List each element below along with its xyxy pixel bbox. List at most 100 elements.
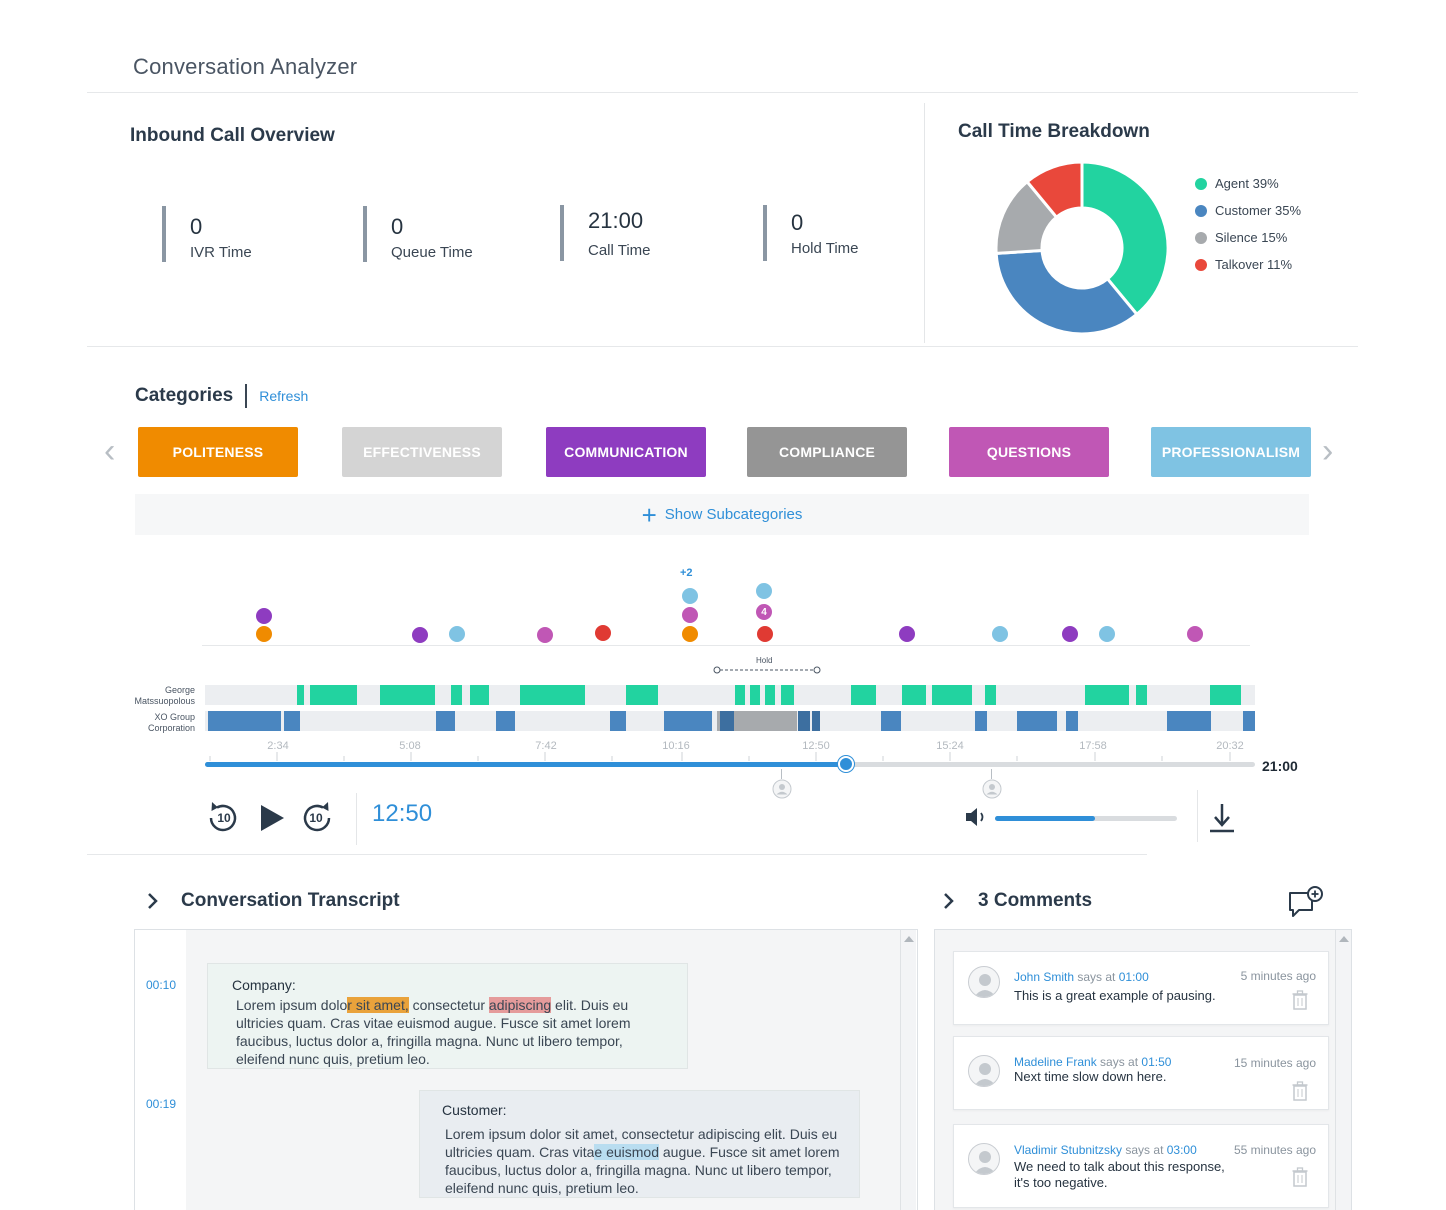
customer-track[interactable] xyxy=(205,711,1255,731)
progress-track[interactable] xyxy=(205,762,1255,767)
refresh-link[interactable]: Refresh xyxy=(259,388,309,404)
transcript-timestamp[interactable]: 00:10 xyxy=(146,978,177,992)
marker-baseline xyxy=(202,645,1250,646)
forward-10-button[interactable]: 10 xyxy=(297,798,337,838)
comment-timestamp-link[interactable]: 01:00 xyxy=(1118,970,1149,984)
download-button[interactable] xyxy=(1208,802,1236,834)
speech-segment xyxy=(798,711,810,731)
tick-label: 5:08 xyxy=(399,740,421,752)
stat-hold: 0 Hold Time xyxy=(763,205,859,261)
legend-agent: Agent 39% xyxy=(1195,176,1279,191)
categories-next-arrow[interactable]: › xyxy=(1322,432,1334,470)
marker-communication[interactable] xyxy=(256,608,272,624)
comment-timestamp-link[interactable]: 01:50 xyxy=(1141,1055,1172,1069)
delete-comment-button[interactable] xyxy=(1292,990,1308,1015)
marker-communication[interactable] xyxy=(1062,626,1078,642)
comment-card[interactable]: Madeline Frank says at 01:50 15 minutes … xyxy=(953,1036,1329,1110)
comment-marker-avatar-icon[interactable] xyxy=(982,779,1002,799)
speech-segment xyxy=(470,685,489,705)
legend-name: Talkover xyxy=(1215,257,1264,272)
comments-scrollbar[interactable] xyxy=(1335,930,1351,1210)
marker-questions[interactable] xyxy=(682,607,698,623)
tick-label: 10:16 xyxy=(662,740,690,752)
speech-segment xyxy=(1210,685,1241,705)
category-professionalism[interactable]: PROFESSIONALISM xyxy=(1151,427,1311,477)
speech-segment xyxy=(720,711,734,731)
highlight-politeness[interactable]: r sit amet, xyxy=(347,997,409,1013)
legend-name: Agent xyxy=(1215,176,1249,191)
comment-timestamp-link[interactable]: 03:00 xyxy=(1166,1143,1197,1157)
delete-comment-button[interactable] xyxy=(1292,1081,1308,1106)
comment-card[interactable]: John Smith says at 01:00 5 minutes ago T… xyxy=(953,951,1329,1025)
track-label-agent: George Matssuopolous xyxy=(134,685,195,706)
comment-card[interactable]: Vladimir Stubnitzsky says at 03:00 55 mi… xyxy=(953,1124,1329,1208)
legend-pct: 35% xyxy=(1274,203,1302,218)
marker-professionalism[interactable] xyxy=(449,626,465,642)
comment-marker-avatar-icon[interactable] xyxy=(772,779,792,799)
rewind-10-button[interactable]: 10 xyxy=(203,798,243,838)
marker-talkover[interactable] xyxy=(595,625,611,641)
marker-politeness[interactable] xyxy=(256,626,272,642)
show-subcategories-label: Show Subcategories xyxy=(664,506,803,523)
hold-label: Hold xyxy=(756,656,773,665)
speech-segment xyxy=(902,685,926,705)
volume-button[interactable] xyxy=(964,806,992,828)
categories-prev-arrow[interactable]: ‹ xyxy=(104,432,116,470)
transcript-scrollbar[interactable] xyxy=(900,930,916,1210)
text-run: Lorem ipsum dolor sit amet, consectetur … xyxy=(445,1126,838,1160)
highlight-talkover[interactable]: adipiscing xyxy=(488,997,552,1013)
scroll-up-icon[interactable] xyxy=(901,932,917,946)
marker-talkover[interactable] xyxy=(757,626,773,642)
comment-age: 15 minutes ago xyxy=(1233,1056,1316,1070)
progress-fill xyxy=(205,762,846,767)
donut-slice-talkover xyxy=(1025,160,1084,220)
legend-dot xyxy=(1195,231,1207,244)
comment-meta: John Smith says at 01:00 xyxy=(1014,970,1149,984)
add-comment-button[interactable] xyxy=(1287,884,1325,920)
marker-questions[interactable] xyxy=(537,627,553,643)
tick-label: 17:58 xyxy=(1079,740,1107,752)
speech-segment xyxy=(451,685,462,705)
add-comment-icon xyxy=(1289,886,1323,917)
highlight-professionalism[interactable]: e euismod xyxy=(594,1144,659,1160)
speech-segment xyxy=(284,711,300,731)
scroll-up-icon[interactable] xyxy=(1336,932,1352,946)
transcript-timestamp[interactable]: 00:19 xyxy=(146,1097,177,1111)
show-subcategories-button[interactable]: + Show Subcategories xyxy=(135,494,1309,535)
marker-communication[interactable] xyxy=(412,627,428,643)
comment-author[interactable]: Vladimir Stubnitzsky xyxy=(1014,1143,1123,1157)
delete-comment-button[interactable] xyxy=(1292,1167,1308,1192)
marker-professionalism[interactable] xyxy=(756,583,772,599)
agent-track[interactable] xyxy=(205,685,1255,705)
marker-professionalism[interactable] xyxy=(992,626,1008,642)
marker-politeness[interactable] xyxy=(682,626,698,642)
volume-slider[interactable] xyxy=(995,816,1177,821)
category-questions[interactable]: QUESTIONS xyxy=(949,427,1109,477)
play-button[interactable] xyxy=(258,802,288,834)
tick-label: 2:34 xyxy=(267,740,289,752)
text-run: elit. Duis eu ultricies quam. Cras vitae… xyxy=(236,997,631,1067)
progress-handle[interactable] xyxy=(837,756,854,772)
marker-professionalism[interactable] xyxy=(682,588,698,604)
category-politeness[interactable]: POLITENESS xyxy=(138,427,298,477)
speaker-icon xyxy=(966,808,984,826)
comment-author[interactable]: John Smith xyxy=(1014,970,1075,984)
comment-says: says at xyxy=(1122,1143,1167,1157)
donut-slice-agent xyxy=(1080,160,1170,317)
category-compliance[interactable]: COMPLIANCE xyxy=(747,427,907,477)
more-markers-badge[interactable]: +2 xyxy=(680,567,693,579)
stat-value: 0 xyxy=(391,214,404,239)
comments-expand-chevron-icon[interactable] xyxy=(941,890,957,912)
marker-questions[interactable] xyxy=(1187,626,1203,642)
marker-communication[interactable] xyxy=(899,626,915,642)
marker-professionalism[interactable] xyxy=(1099,626,1115,642)
comment-author[interactable]: Madeline Frank xyxy=(1014,1055,1097,1069)
overview-divider xyxy=(924,103,925,343)
marker-count-badge[interactable]: 4 xyxy=(756,604,772,620)
category-communication[interactable]: COMMUNICATION xyxy=(546,427,706,477)
rewind-icon xyxy=(209,802,237,832)
speech-segment xyxy=(932,685,972,705)
transcript-expand-chevron-icon[interactable] xyxy=(145,890,161,912)
avatar xyxy=(968,1143,1000,1175)
category-effectiveness[interactable]: EFFECTIVENESS xyxy=(342,427,502,477)
